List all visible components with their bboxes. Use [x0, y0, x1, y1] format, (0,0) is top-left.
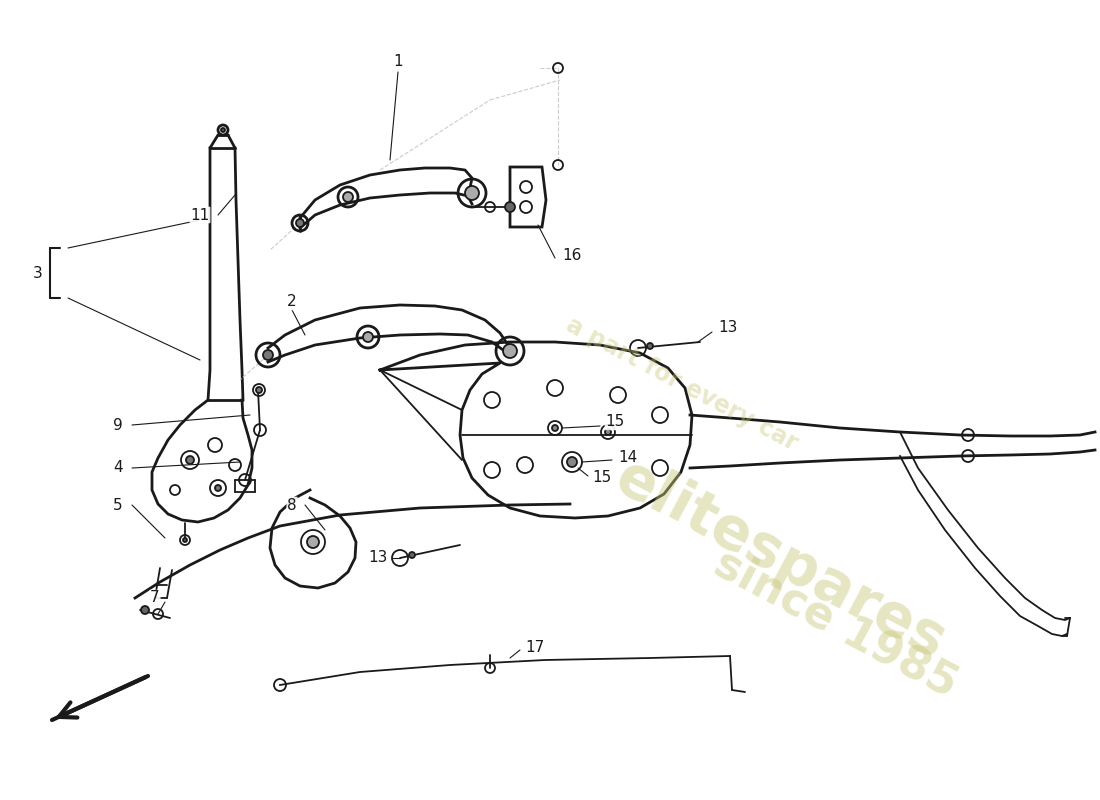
- Circle shape: [343, 192, 353, 202]
- Circle shape: [183, 538, 187, 542]
- Circle shape: [256, 387, 262, 393]
- Text: 2: 2: [287, 294, 297, 310]
- Circle shape: [505, 202, 515, 212]
- Circle shape: [465, 186, 478, 200]
- Text: 1: 1: [393, 54, 403, 70]
- Text: 4: 4: [113, 461, 123, 475]
- Circle shape: [221, 128, 226, 132]
- Circle shape: [141, 606, 149, 614]
- Text: 14: 14: [618, 450, 638, 466]
- Circle shape: [605, 429, 610, 435]
- Text: a part for every car: a part for every car: [562, 313, 802, 455]
- Text: 8: 8: [287, 498, 297, 513]
- Text: 16: 16: [562, 247, 582, 262]
- Circle shape: [647, 343, 653, 349]
- Circle shape: [296, 219, 304, 227]
- Text: 3: 3: [33, 266, 43, 281]
- Circle shape: [409, 552, 415, 558]
- Text: elitespares: elitespares: [606, 449, 956, 671]
- Text: 13: 13: [368, 550, 387, 566]
- Circle shape: [552, 425, 558, 431]
- Circle shape: [566, 457, 578, 467]
- Text: 15: 15: [605, 414, 625, 430]
- Text: 13: 13: [718, 321, 738, 335]
- Text: 15: 15: [593, 470, 612, 486]
- Circle shape: [503, 344, 517, 358]
- Text: 17: 17: [526, 641, 544, 655]
- Text: since 1985: since 1985: [707, 542, 965, 706]
- Text: 9: 9: [113, 418, 123, 433]
- Circle shape: [363, 332, 373, 342]
- Text: 11: 11: [190, 207, 210, 222]
- Circle shape: [214, 485, 221, 491]
- Circle shape: [186, 456, 194, 464]
- Circle shape: [307, 536, 319, 548]
- Text: 7: 7: [151, 590, 160, 606]
- Text: 5: 5: [113, 498, 123, 513]
- Circle shape: [263, 350, 273, 360]
